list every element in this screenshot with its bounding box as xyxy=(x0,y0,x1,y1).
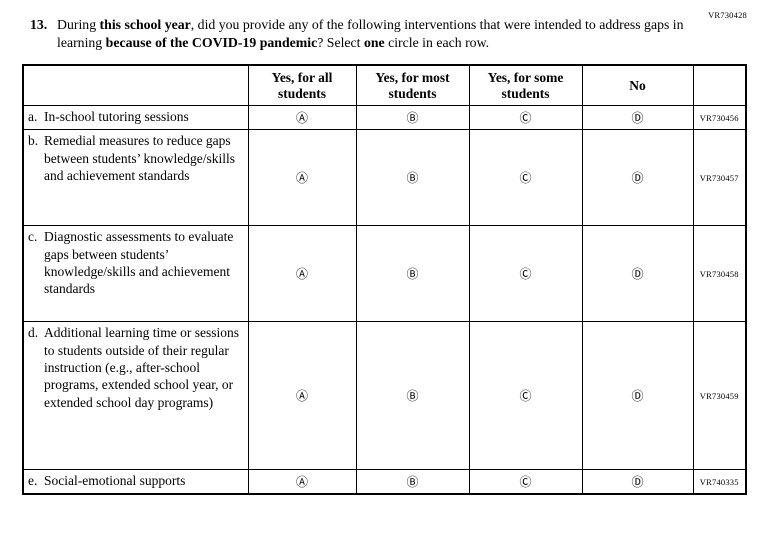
row-letter: d. xyxy=(28,325,39,341)
answer-circle-b[interactable]: Ⓑ xyxy=(406,110,419,125)
row-code: VR740335 xyxy=(692,469,747,495)
option-cell-c: Ⓒ xyxy=(468,129,583,227)
row-label-cell: b. Remedial measures to reduce gaps betw… xyxy=(22,129,249,227)
answer-circle-d[interactable]: Ⓓ xyxy=(631,388,644,403)
option-cell-c: Ⓒ xyxy=(468,321,583,471)
header-blank-code xyxy=(692,64,747,107)
question-number: 13. xyxy=(30,17,48,32)
row-letter: e. xyxy=(28,473,38,489)
table-row-a: a. In-school tutoring sessions Ⓐ Ⓑ Ⓒ Ⓓ V… xyxy=(22,105,747,131)
question-13: 13. During this school year, did you pro… xyxy=(30,16,695,52)
option-cell-a: Ⓐ xyxy=(247,321,357,471)
header-no: No xyxy=(581,64,694,107)
row-label: Remedial measures to reduce gaps between… xyxy=(44,133,235,183)
question-text-segment: During xyxy=(57,17,100,32)
answer-circle-a[interactable]: Ⓐ xyxy=(295,266,308,281)
answer-circle-c[interactable]: Ⓒ xyxy=(519,474,532,489)
question-text-segment-bold: because of the COVID-19 pandemic xyxy=(105,35,318,51)
response-grid: Yes, for all students Yes, for most stud… xyxy=(22,64,747,495)
table-row-e: e. Social-emotional supports Ⓐ Ⓑ Ⓒ Ⓓ VR7… xyxy=(22,469,747,495)
question-text-segment: , did you provide any of the following i… xyxy=(57,17,684,51)
option-cell-a: Ⓐ xyxy=(247,129,357,227)
row-label-cell: d. Additional learning time or sessions … xyxy=(22,321,249,471)
header-row: Yes, for all students Yes, for most stud… xyxy=(22,64,747,107)
question-text-segment: circle in each row. xyxy=(384,35,490,51)
answer-circle-b[interactable]: Ⓑ xyxy=(406,474,419,489)
question-text-segment-bold: one xyxy=(363,35,385,51)
option-cell-a: Ⓐ xyxy=(247,225,357,323)
answer-circle-d[interactable]: Ⓓ xyxy=(631,266,644,281)
answer-circle-b[interactable]: Ⓑ xyxy=(406,388,419,403)
answer-circle-a[interactable]: Ⓐ xyxy=(295,388,308,403)
row-label: Additional learning time or sessions to … xyxy=(44,325,239,410)
answer-circle-c[interactable]: Ⓒ xyxy=(519,110,532,125)
option-cell-b: Ⓑ xyxy=(355,469,470,495)
header-yes-all: Yes, for all students xyxy=(247,64,357,107)
option-cell-d: Ⓓ xyxy=(581,129,694,227)
answer-circle-a[interactable]: Ⓐ xyxy=(295,110,308,125)
table-row-c: c. Diagnostic assessments to evaluate ga… xyxy=(22,225,747,323)
answer-circle-d[interactable]: Ⓓ xyxy=(631,170,644,185)
option-cell-c: Ⓒ xyxy=(468,225,583,323)
question-text: During this school year, did you provide… xyxy=(57,16,695,52)
answer-circle-c[interactable]: Ⓒ xyxy=(519,266,532,281)
row-label: Social-emotional supports xyxy=(44,473,186,489)
table-row-b: b. Remedial measures to reduce gaps betw… xyxy=(22,129,747,227)
answer-circle-a[interactable]: Ⓐ xyxy=(295,474,308,489)
answer-circle-b[interactable]: Ⓑ xyxy=(406,170,419,185)
row-label-cell: c. Diagnostic assessments to evaluate ga… xyxy=(22,225,249,323)
row-letter: c. xyxy=(28,229,38,245)
answer-circle-c[interactable]: Ⓒ xyxy=(519,170,532,185)
option-cell-b: Ⓑ xyxy=(355,129,470,227)
row-letter: a. xyxy=(28,109,38,125)
answer-circle-a[interactable]: Ⓐ xyxy=(295,170,308,185)
header-yes-most: Yes, for most students xyxy=(355,64,470,107)
row-label: In-school tutoring sessions xyxy=(44,109,189,125)
answer-circle-d[interactable]: Ⓓ xyxy=(631,110,644,125)
option-cell-d: Ⓓ xyxy=(581,225,694,323)
option-cell-b: Ⓑ xyxy=(355,321,470,471)
row-code: VR730459 xyxy=(692,321,747,471)
option-cell-c: Ⓒ xyxy=(468,469,583,495)
row-code: VR730457 xyxy=(692,129,747,227)
row-letter: b. xyxy=(28,133,39,149)
row-label-cell: a. In-school tutoring sessions xyxy=(22,105,249,131)
row-label: Diagnostic assessments to evaluate gaps … xyxy=(44,229,234,297)
answer-circle-b[interactable]: Ⓑ xyxy=(406,266,419,281)
option-cell-a: Ⓐ xyxy=(247,105,357,131)
page-code: VR730428 xyxy=(708,10,747,20)
answer-circle-c[interactable]: Ⓒ xyxy=(519,388,532,403)
option-cell-a: Ⓐ xyxy=(247,469,357,495)
header-blank xyxy=(22,64,249,107)
option-cell-b: Ⓑ xyxy=(355,105,470,131)
table-row-d: d. Additional learning time or sessions … xyxy=(22,321,747,471)
header-yes-some: Yes, for some students xyxy=(468,64,583,107)
row-code: VR730456 xyxy=(692,105,747,131)
option-cell-b: Ⓑ xyxy=(355,225,470,323)
row-code: VR730458 xyxy=(692,225,747,323)
option-cell-d: Ⓓ xyxy=(581,469,694,495)
question-text-segment: ? Select xyxy=(317,35,364,51)
option-cell-d: Ⓓ xyxy=(581,105,694,131)
option-cell-c: Ⓒ xyxy=(468,105,583,131)
question-text-segment-bold: this school year xyxy=(99,17,191,32)
option-cell-d: Ⓓ xyxy=(581,321,694,471)
answer-circle-d[interactable]: Ⓓ xyxy=(631,474,644,489)
row-label-cell: e. Social-emotional supports xyxy=(22,469,249,495)
